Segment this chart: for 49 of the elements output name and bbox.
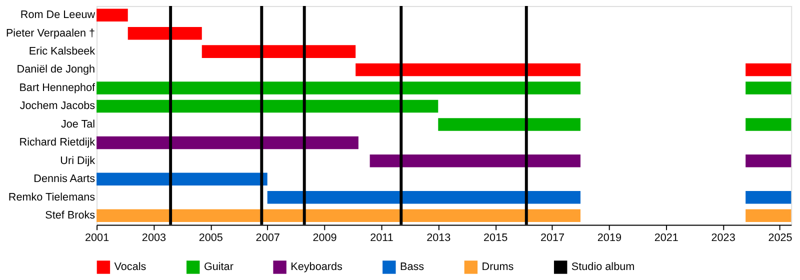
x-tick-label: 2011	[370, 232, 394, 244]
bar	[96, 136, 358, 150]
bar	[267, 190, 580, 204]
x-tick-label: 2025	[768, 232, 792, 244]
x-tick-label: 2021	[654, 232, 678, 244]
x-tick-label: 2003	[142, 232, 166, 244]
x-tick-label: 2001	[84, 232, 110, 244]
y-tick-label: Remko Tielemans	[8, 191, 96, 204]
x-tick-label: 2015	[484, 232, 508, 244]
bar	[96, 172, 268, 186]
bar	[746, 154, 792, 168]
legend-label: Bass	[400, 261, 425, 274]
bar	[128, 26, 202, 40]
legend-label: Drums	[482, 261, 514, 274]
bar	[746, 190, 792, 204]
y-tick-label: Bart Hennephof	[19, 82, 96, 94]
bar	[746, 118, 792, 131]
y-tick-label: Stef Broks	[45, 210, 96, 222]
y-tick-label: Richard Rietdijk	[19, 136, 96, 149]
bar	[202, 45, 356, 58]
y-tick-label: Dennis Aarts	[34, 173, 96, 186]
y-tick-label: Uri Dijk	[60, 154, 96, 167]
x-tick-label: 2019	[597, 232, 622, 244]
bar	[746, 209, 792, 222]
bar	[356, 63, 580, 76]
bar	[96, 209, 580, 222]
bar	[438, 118, 580, 131]
legend-label: Keyboards	[290, 261, 343, 274]
bar	[96, 100, 438, 113]
y-tick-label: Pieter Verpaalen †	[6, 27, 96, 40]
bar	[746, 82, 792, 94]
x-tick-label: 2013	[426, 232, 451, 244]
legend-label: Vocals	[114, 261, 147, 274]
y-tick-label: Jochem Jacobs	[20, 100, 96, 112]
y-tick-label: Joe Tal	[60, 118, 96, 130]
bar	[746, 63, 792, 76]
y-tick-label: Daniël de Jongh	[16, 64, 96, 76]
legend-label: Studio album	[571, 261, 635, 274]
x-tick-label: 2023	[711, 232, 736, 244]
y-tick-label: Rom De Leeuw	[20, 9, 96, 22]
x-tick-label: 2005	[198, 232, 223, 244]
bar	[96, 82, 580, 94]
bar	[96, 8, 128, 22]
x-tick-label: 2009	[312, 232, 337, 244]
legend-label: Guitar	[204, 261, 234, 274]
bar	[370, 154, 580, 168]
x-tick-label: 2017	[540, 232, 565, 244]
x-tick-label: 2007	[256, 232, 280, 244]
y-tick-label: Eric Kalsbeek	[28, 46, 96, 58]
